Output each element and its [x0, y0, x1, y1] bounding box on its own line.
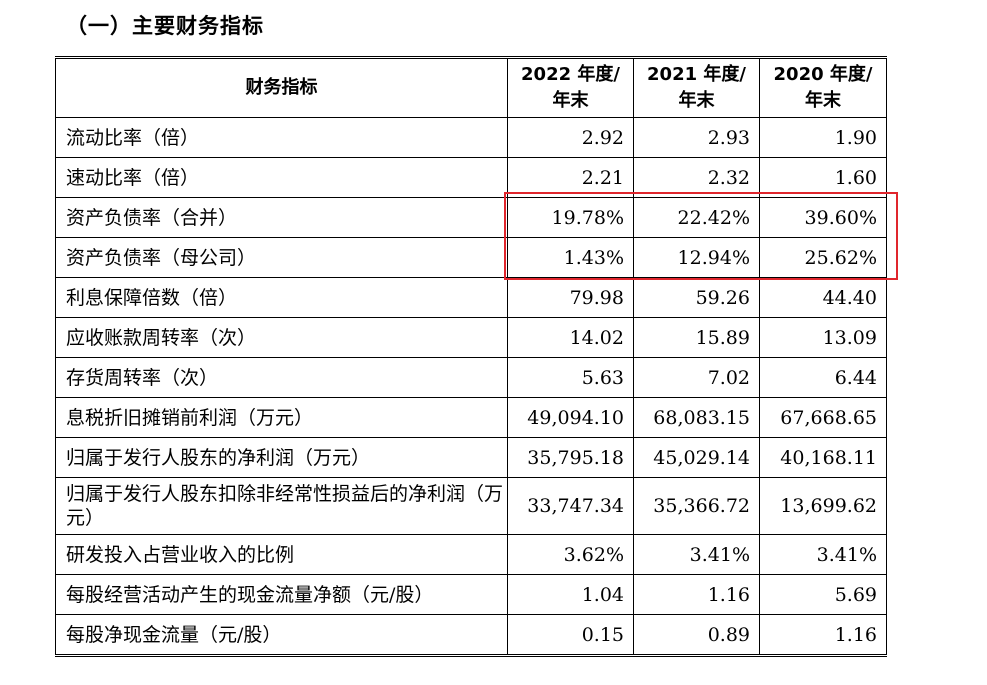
row-value: 49,094.10 — [507, 397, 634, 438]
row-value: 44.40 — [759, 277, 887, 318]
row-label: 资产负债率（母公司） — [55, 237, 508, 278]
table-row: 存货周转率（次） 5.63 7.02 6.44 — [55, 357, 887, 398]
row-value: 15.89 — [633, 317, 760, 358]
row-label: 资产负债率（合并） — [55, 197, 508, 238]
table-row: 研发投入占营业收入的比例 3.62% 3.41% 3.41% — [55, 534, 887, 575]
table-header-row: 财务指标 2022 年度/ 年末 2021 年度/ 年末 2020 年度/ 年末 — [55, 57, 887, 118]
header-year-2022: 2022 年度/ 年末 — [507, 57, 634, 118]
row-label: 每股经营活动产生的现金流量净额（元/股） — [55, 574, 508, 615]
row-label: 存货周转率（次） — [55, 357, 508, 398]
row-value: 1.16 — [633, 574, 760, 615]
row-value: 45,029.14 — [633, 437, 760, 478]
row-value: 1.16 — [759, 614, 887, 656]
row-value: 7.02 — [633, 357, 760, 398]
row-value: 35,795.18 — [507, 437, 634, 478]
header-year-2021: 2021 年度/ 年末 — [633, 57, 760, 118]
table-row: 速动比率（倍） 2.21 2.32 1.60 — [55, 157, 887, 198]
row-value: 1.60 — [759, 157, 887, 198]
row-value: 2.92 — [507, 117, 634, 158]
row-value: 39.60% — [759, 197, 887, 238]
row-value: 2.21 — [507, 157, 634, 198]
row-value: 6.44 — [759, 357, 887, 398]
row-value: 3.41% — [759, 534, 887, 575]
row-label: 归属于发行人股东扣除非经常性损益后的净利润（万元） — [55, 477, 508, 535]
table-row: 应收账款周转率（次） 14.02 15.89 13.09 — [55, 317, 887, 358]
row-label: 息税折旧摊销前利润（万元） — [55, 397, 508, 438]
row-value: 1.43% — [507, 237, 634, 278]
table-row: 流动比率（倍） 2.92 2.93 1.90 — [55, 117, 887, 158]
table-row: 每股经营活动产生的现金流量净额（元/股） 1.04 1.16 5.69 — [55, 574, 887, 615]
section-heading: （一）主要财务指标 — [66, 14, 264, 38]
table-row: 资产负债率（母公司） 1.43% 12.94% 25.62% — [55, 237, 887, 278]
row-value: 3.41% — [633, 534, 760, 575]
row-label: 流动比率（倍） — [55, 117, 508, 158]
financial-indicators-table-container: 财务指标 2022 年度/ 年末 2021 年度/ 年末 2020 年度/ 年末… — [55, 56, 887, 657]
row-value: 13.09 — [759, 317, 887, 358]
table-row: 归属于发行人股东的净利润（万元） 35,795.18 45,029.14 40,168… — [55, 437, 887, 478]
row-label: 利息保障倍数（倍） — [55, 277, 508, 318]
row-value: 14.02 — [507, 317, 634, 358]
row-value: 35,366.72 — [633, 477, 760, 535]
row-label: 研发投入占营业收入的比例 — [55, 534, 508, 575]
row-value: 2.93 — [633, 117, 760, 158]
row-value: 67,668.65 — [759, 397, 887, 438]
row-value: 25.62% — [759, 237, 887, 278]
financial-indicators-table: 财务指标 2022 年度/ 年末 2021 年度/ 年末 2020 年度/ 年末… — [55, 56, 887, 657]
table-row: 利息保障倍数（倍） 79.98 59.26 44.40 — [55, 277, 887, 318]
row-value: 1.90 — [759, 117, 887, 158]
row-value: 0.15 — [507, 614, 634, 656]
row-value: 1.04 — [507, 574, 634, 615]
header-year-2022-text: 2022 年度/ 年末 — [521, 64, 620, 111]
row-value: 3.62% — [507, 534, 634, 575]
table-row: 息税折旧摊销前利润（万元） 49,094.10 68,083.15 67,668.65 — [55, 397, 887, 438]
row-value: 0.89 — [633, 614, 760, 656]
row-label: 速动比率（倍） — [55, 157, 508, 198]
row-value: 22.42% — [633, 197, 760, 238]
header-year-2020-text: 2020 年度/ 年末 — [773, 64, 873, 111]
header-year-2021-text: 2021 年度/ 年末 — [647, 64, 746, 111]
row-label: 归属于发行人股东的净利润（万元） — [55, 437, 508, 478]
table-row: 归属于发行人股东扣除非经常性损益后的净利润（万元） 33,747.34 35,366… — [55, 477, 887, 535]
row-value: 79.98 — [507, 277, 634, 318]
row-value: 2.32 — [633, 157, 760, 198]
row-value: 59.26 — [633, 277, 760, 318]
row-value: 5.63 — [507, 357, 634, 398]
row-value: 19.78% — [507, 197, 634, 238]
table-row: 每股净现金流量（元/股） 0.15 0.89 1.16 — [55, 614, 887, 656]
table-row: 资产负债率（合并） 19.78% 22.42% 39.60% — [55, 197, 887, 238]
row-label: 应收账款周转率（次） — [55, 317, 508, 358]
row-value: 40,168.11 — [759, 437, 887, 478]
header-label: 财务指标 — [55, 57, 508, 118]
row-value: 12.94% — [633, 237, 760, 278]
row-value: 33,747.34 — [507, 477, 634, 535]
row-value: 68,083.15 — [633, 397, 760, 438]
row-value: 13,699.62 — [759, 477, 887, 535]
row-label: 每股净现金流量（元/股） — [55, 614, 508, 656]
row-value: 5.69 — [759, 574, 887, 615]
header-year-2020: 2020 年度/ 年末 — [759, 57, 887, 118]
